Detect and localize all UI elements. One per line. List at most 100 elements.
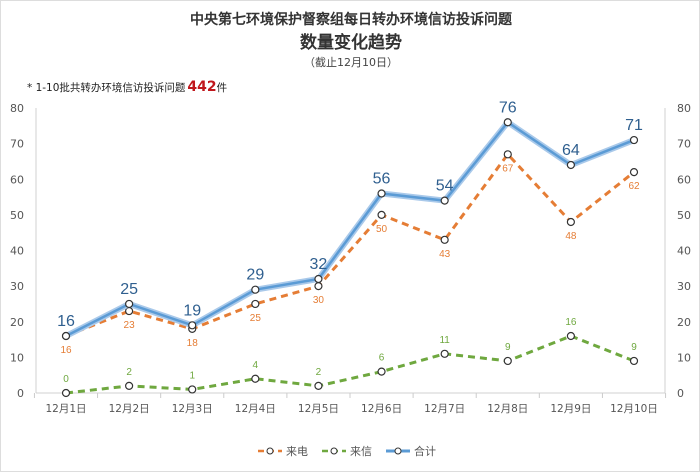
data-point [566, 160, 575, 170]
data-point [61, 331, 71, 341]
data-label: 54 [436, 178, 454, 195]
date-note: （截止12月10日） [304, 55, 398, 69]
data-point [314, 282, 323, 291]
data-point [125, 306, 134, 316]
x-tick-label: 12月10日 [610, 403, 658, 415]
legend-label: 来电 [286, 445, 308, 458]
y-tick-label-right: 60 [677, 173, 691, 186]
data-label: 62 [628, 181, 640, 192]
legend-marker [266, 447, 274, 455]
data-label: 1 [189, 370, 195, 381]
data-label: 11 [439, 335, 450, 346]
data-point [61, 388, 71, 398]
legend-label: 来信 [350, 445, 372, 458]
data-label: 23 [124, 320, 136, 331]
legend-item-合计[interactable]: 合计 [386, 444, 436, 458]
data-label: 16 [60, 345, 72, 356]
data-label: 25 [120, 281, 138, 298]
data-label: 64 [562, 142, 580, 159]
y-tick-label-right: 20 [677, 316, 691, 329]
data-point [314, 381, 323, 390]
x-tick-label: 12月7日 [424, 403, 465, 415]
x-tick-label: 12月5日 [298, 403, 339, 415]
total-annotation: * 1-10批共转办环境信访投诉问题 442件 [27, 79, 227, 95]
data-label: 71 [625, 117, 643, 134]
data-point [251, 299, 260, 309]
data-label: 56 [373, 171, 391, 188]
data-label: 0 [63, 374, 69, 385]
y-tick-label-left: 40 [10, 245, 24, 258]
data-point [503, 118, 512, 127]
data-label: 18 [187, 338, 199, 349]
data-point [629, 356, 639, 366]
data-point [251, 374, 260, 383]
data-point [629, 135, 639, 145]
annotation-suffix: 件 [217, 82, 228, 94]
legend-marker [394, 447, 402, 455]
y-tick-label-left: 20 [10, 316, 24, 329]
series-line-来电 [65, 151, 635, 338]
y-tick-label-left: 30 [10, 280, 24, 293]
data-point [566, 331, 575, 341]
y-tick-label-left: 10 [10, 351, 24, 364]
data-point [440, 349, 449, 358]
y-tick-label-right: 50 [677, 209, 691, 222]
y-tick-label-right: 40 [677, 245, 691, 258]
x-tick-label: 12月1日 [45, 403, 86, 415]
data-point [377, 210, 386, 219]
legend-label: 合计 [414, 444, 436, 458]
x-tick-label: 12月4日 [235, 403, 276, 415]
data-point [314, 274, 323, 284]
data-label: 16 [57, 313, 75, 330]
y-tick-label-left: 80 [10, 102, 24, 115]
data-label: 76 [499, 99, 517, 116]
data-label: 19 [183, 302, 201, 319]
data-label: 6 [379, 353, 385, 364]
data-point [440, 196, 449, 205]
data-point [503, 356, 512, 366]
x-tick-label: 12月6日 [361, 403, 402, 415]
data-point [125, 381, 134, 390]
series-line-shadow [64, 118, 636, 339]
data-label: 16 [565, 317, 577, 328]
legend-marker [330, 447, 338, 455]
y-tick-label-right: 30 [677, 280, 691, 293]
data-label: 9 [505, 342, 511, 353]
y-tick-label-left: 50 [10, 209, 24, 222]
data-label: 30 [313, 295, 325, 306]
data-label: 2 [126, 367, 132, 378]
data-label: 4 [253, 360, 259, 371]
data-label: 50 [376, 224, 388, 235]
series-line-来信 [65, 334, 635, 395]
series-line-合计 [65, 120, 635, 338]
data-point [629, 168, 639, 177]
data-point [125, 299, 134, 309]
data-point [566, 217, 575, 227]
data-point [377, 189, 386, 198]
data-label: 29 [246, 267, 264, 284]
legend-item-来电[interactable]: 来电 [258, 445, 308, 458]
data-label: 9 [631, 342, 637, 353]
chart-subtitle: 数量变化趋势 [300, 32, 402, 53]
data-label: 2 [316, 367, 322, 378]
data-point [440, 235, 449, 244]
x-tick-label: 12月8日 [487, 403, 528, 415]
legend-item-来信[interactable]: 来信 [322, 445, 372, 458]
y-tick-label-left: 0 [17, 387, 24, 400]
data-point [503, 150, 512, 159]
y-tick-label-left: 60 [10, 173, 24, 186]
data-label: 25 [250, 313, 262, 324]
annotation-value: 442 [187, 79, 216, 95]
x-tick-label: 12月3日 [172, 403, 213, 415]
y-tick-label-right: 70 [677, 138, 691, 151]
x-tick-label: 12月2日 [109, 403, 150, 415]
data-label: 48 [565, 231, 577, 242]
y-tick-label-right: 0 [677, 387, 684, 400]
y-tick-label-right: 80 [677, 102, 691, 115]
data-label: 67 [502, 163, 514, 174]
data-label: 43 [439, 249, 451, 260]
data-point [251, 285, 260, 294]
y-tick-label-right: 10 [677, 351, 691, 364]
